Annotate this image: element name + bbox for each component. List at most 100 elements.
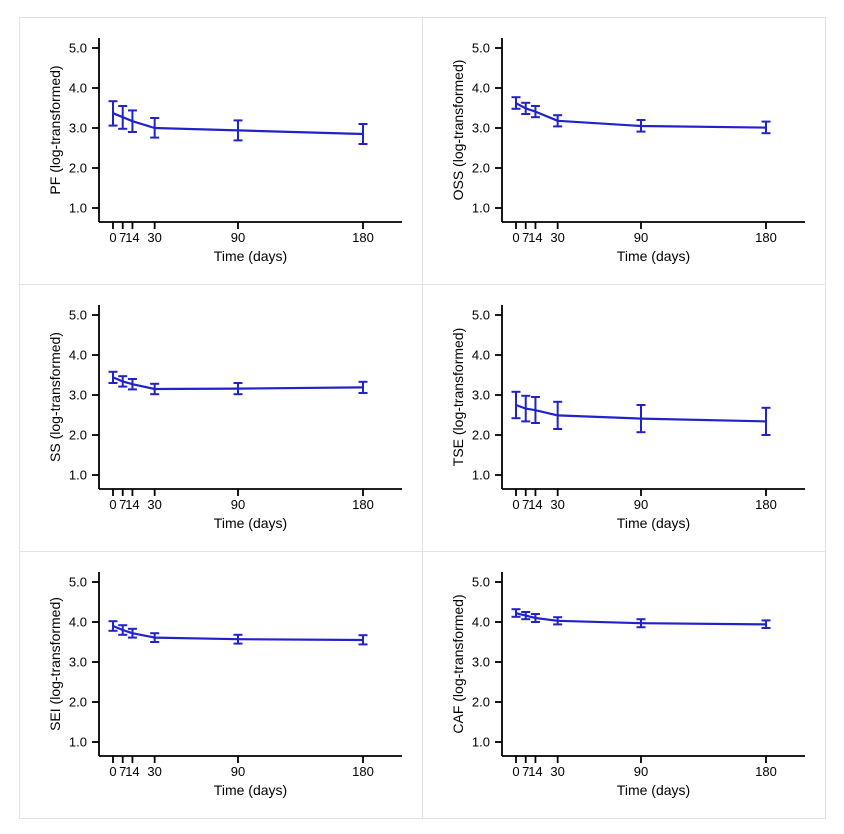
x-tick-label: 7 [119, 497, 126, 512]
chart-sei: 1.0 2.0 3.0 4.0 5.0 0 714 30 90 180 Time (days) SEI… [47, 572, 402, 798]
data-line [112, 112, 364, 136]
y-tick-label: 3.0 [472, 121, 490, 136]
x-tick-label: 14 [528, 497, 542, 512]
x-tick-label: 180 [755, 497, 777, 512]
x-tick-label: 30 [550, 497, 564, 512]
x-tick-label: 30 [550, 230, 564, 245]
y-tick-label: 3.0 [69, 655, 87, 670]
chart-oss: 1.0 2.0 3.0 4.0 5.0 0 714 30 90 180 Time (days) OSS… [450, 38, 805, 264]
x-tick-label: 14 [125, 497, 139, 512]
x-tick-label: 90 [634, 230, 648, 245]
x-tick-label: 7 [522, 497, 529, 512]
x-axis-title: Time (days) [617, 248, 690, 264]
x-axis-title: Time (days) [617, 515, 690, 531]
y-tick-label: 1.0 [472, 201, 490, 216]
x-axis-title: Time (days) [617, 782, 690, 798]
panel-ss: 1.0 2.0 3.0 4.0 5.0 0 7 14 30 90 180 Time (days) SS … [20, 285, 422, 551]
y-tick-label: 5.0 [69, 41, 87, 56]
y-tick-label: 4.0 [472, 615, 490, 630]
x-tick-label: 14 [125, 230, 139, 245]
y-tick-label: 2.0 [69, 695, 87, 710]
data-line [112, 376, 364, 391]
chart-tse: 1.0 2.0 3.0 4.0 5.0 0 714 30 90 180 Time (days) TSE… [450, 305, 805, 531]
x-tick-label: 90 [231, 764, 245, 779]
x-axis-title: Time (days) [214, 782, 287, 798]
panel-pf: 1.0 2.0 3.0 4.0 5.0 0 7 14 30 90 180 Time (days) PF … [20, 18, 422, 284]
y-tick-label: 3.0 [69, 388, 87, 403]
x-axis-title: Time (days) [214, 515, 287, 531]
error-bars [108, 370, 368, 396]
x-tick-label: 14 [528, 764, 542, 779]
x-tick-label: 90 [634, 497, 648, 512]
y-tick-label: 1.0 [69, 735, 87, 750]
y-axis-title: SEI (log-transformed) [47, 597, 63, 731]
error-bars [108, 100, 368, 145]
y-tick-label: 5.0 [472, 575, 490, 590]
y-axis-title: TSE (log-transformed) [450, 328, 466, 466]
x-tick-label: 180 [352, 764, 374, 779]
panel-oss: 1.0 2.0 3.0 4.0 5.0 0 7 14 30 90 180 Time (days) OSS… [423, 18, 825, 284]
x-axis-title: Time (days) [214, 248, 287, 264]
x-tick-label: 90 [231, 497, 245, 512]
y-axis-title: SS (log-transformed) [47, 332, 63, 462]
y-tick-label: 5.0 [472, 308, 490, 323]
x-tick-label: 7 [522, 764, 529, 779]
data-line [112, 624, 364, 642]
y-axis-title: PF (log-transformed) [47, 65, 63, 194]
y-tick-label: 1.0 [472, 468, 490, 483]
x-tick-label: 0 [512, 230, 519, 245]
x-tick-label: 90 [231, 230, 245, 245]
x-tick-label: 7 [119, 230, 126, 245]
x-tick-label: 7 [522, 230, 529, 245]
y-tick-label: 5.0 [69, 308, 87, 323]
x-tick-label: 14 [125, 764, 139, 779]
x-tick-label: 180 [755, 764, 777, 779]
y-tick-label: 2.0 [472, 428, 490, 443]
chart-ss: 1.0 2.0 3.0 4.0 5.0 0 714 30 90 180 Time (days) SS … [47, 305, 402, 531]
x-tick-label: 30 [147, 497, 161, 512]
y-tick-label: 5.0 [69, 575, 87, 590]
x-tick-label: 90 [634, 764, 648, 779]
data-line [515, 102, 767, 129]
x-tick-label: 180 [352, 230, 374, 245]
x-tick-label: 0 [109, 764, 116, 779]
y-tick-label: 2.0 [472, 161, 490, 176]
error-bars [511, 608, 771, 629]
y-tick-label: 4.0 [69, 81, 87, 96]
y-tick-label: 4.0 [472, 348, 490, 363]
y-tick-label: 4.0 [69, 348, 87, 363]
y-tick-label: 4.0 [472, 81, 490, 96]
y-tick-label: 1.0 [472, 735, 490, 750]
y-axis-title: OSS (log-transformed) [450, 60, 466, 201]
x-tick-label: 14 [528, 230, 542, 245]
chart-caf: 1.0 2.0 3.0 4.0 5.0 0 714 30 90 180 Time (days) CAF… [450, 572, 805, 798]
x-tick-label: 0 [512, 764, 519, 779]
y-tick-label: 1.0 [69, 468, 87, 483]
x-tick-label: 7 [119, 764, 126, 779]
data-line [515, 403, 767, 423]
chart-pf: 1.0 2.0 3.0 4.0 5.0 0 714 30 90 180 Time (days) PF … [47, 38, 402, 264]
x-tick-label: 180 [352, 497, 374, 512]
x-tick-label: 0 [512, 497, 519, 512]
error-bars [108, 620, 368, 646]
y-tick-label: 2.0 [472, 695, 490, 710]
x-tick-label: 0 [109, 497, 116, 512]
y-tick-label: 2.0 [69, 428, 87, 443]
y-tick-label: 3.0 [69, 121, 87, 136]
y-tick-label: 2.0 [69, 161, 87, 176]
y-tick-label: 5.0 [472, 41, 490, 56]
y-tick-label: 4.0 [69, 615, 87, 630]
y-tick-label: 1.0 [69, 201, 87, 216]
panel-sei: 1.0 2.0 3.0 4.0 5.0 0 7 14 30 90 180 Time (days) SEI… [20, 552, 422, 818]
data-line [515, 612, 767, 626]
y-tick-label: 3.0 [472, 388, 490, 403]
x-tick-label: 180 [755, 230, 777, 245]
panel-grid: 1.0 2.0 3.0 4.0 5.0 0 7 14 30 90 180 Time (days) PF … [19, 17, 826, 819]
x-tick-label: 30 [550, 764, 564, 779]
x-tick-label: 0 [109, 230, 116, 245]
y-tick-label: 3.0 [472, 655, 490, 670]
y-axis-title: CAF (log-transformed) [450, 594, 466, 733]
x-tick-label: 30 [147, 764, 161, 779]
panel-tse: 1.0 2.0 3.0 4.0 5.0 0 7 14 30 90 180 Time (days) TSE… [423, 285, 825, 551]
